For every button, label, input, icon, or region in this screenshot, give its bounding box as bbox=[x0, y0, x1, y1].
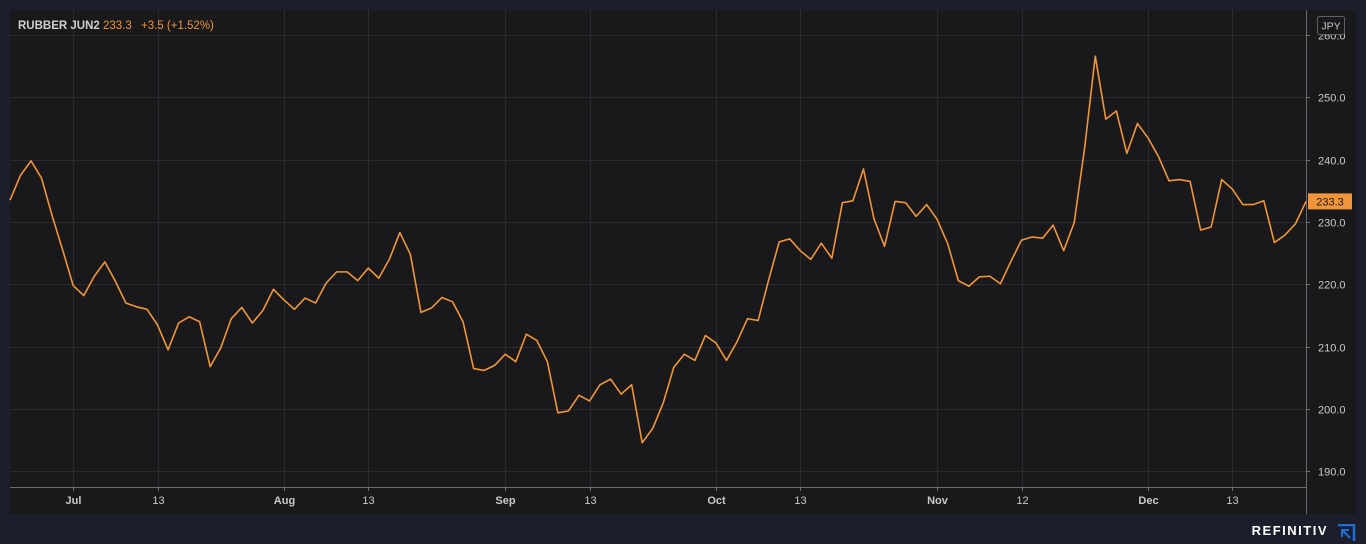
x-tick-label: 13 bbox=[794, 495, 806, 507]
y-axis-band bbox=[1306, 10, 1356, 514]
x-tick-label: 13 bbox=[1226, 495, 1238, 507]
x-tick-label: 13 bbox=[362, 495, 374, 507]
y-tick-label: 200.0 bbox=[1318, 405, 1346, 417]
price-label: 233.3 bbox=[103, 20, 132, 32]
x-tick-label: 13 bbox=[152, 495, 164, 507]
plot-area bbox=[10, 10, 1306, 487]
x-tick-label: 13 bbox=[584, 495, 596, 507]
y-tick-label: 230.0 bbox=[1318, 218, 1346, 230]
currency-label: JPY bbox=[1321, 21, 1340, 33]
y-tick-label: 190.0 bbox=[1318, 467, 1346, 479]
series-line-rubber bbox=[9, 55, 1307, 444]
y-tick-label: 240.0 bbox=[1318, 156, 1346, 168]
symbol-label: RUBBER JUN2 bbox=[18, 20, 100, 32]
last-price-tag: 233.3 bbox=[1308, 193, 1352, 210]
y-axis bbox=[1306, 10, 1356, 514]
x-axis bbox=[10, 487, 1306, 514]
x-axis-band bbox=[10, 487, 1306, 514]
last-price-text: 233.3 bbox=[1316, 196, 1344, 208]
x-tick-label: Dec bbox=[1138, 495, 1158, 507]
x-tick-label: Oct bbox=[707, 495, 726, 507]
x-tick-label: Aug bbox=[274, 495, 295, 507]
y-tick-label: 250.0 bbox=[1318, 93, 1346, 105]
change-label: +3.5 (+1.52%) bbox=[141, 20, 214, 32]
chart-header: RUBBER JUN2 233.3 +3.5 (+1.52%) bbox=[18, 20, 214, 32]
x-tick-label: 12 bbox=[1016, 495, 1028, 507]
refinitiv-brand: REFINITIV bbox=[1251, 523, 1328, 538]
x-tick-label: Sep bbox=[495, 495, 515, 507]
last-price-box bbox=[1308, 193, 1352, 210]
x-tick-label: Jul bbox=[66, 495, 82, 507]
currency-badge-box bbox=[1317, 16, 1345, 35]
x-tick-label: Nov bbox=[927, 495, 949, 507]
y-tick-label: 210.0 bbox=[1318, 343, 1346, 355]
y-tick-label: 220.0 bbox=[1318, 280, 1346, 292]
x-tick-labels: Jul 13 Aug 13 Sep 13 Oct 13 Nov 12 Dec 13 bbox=[66, 487, 1239, 507]
currency-badge[interactable]: JPY bbox=[1317, 16, 1345, 35]
refinitiv-logo-icon bbox=[1338, 524, 1356, 541]
grid-lines bbox=[10, 10, 1306, 487]
